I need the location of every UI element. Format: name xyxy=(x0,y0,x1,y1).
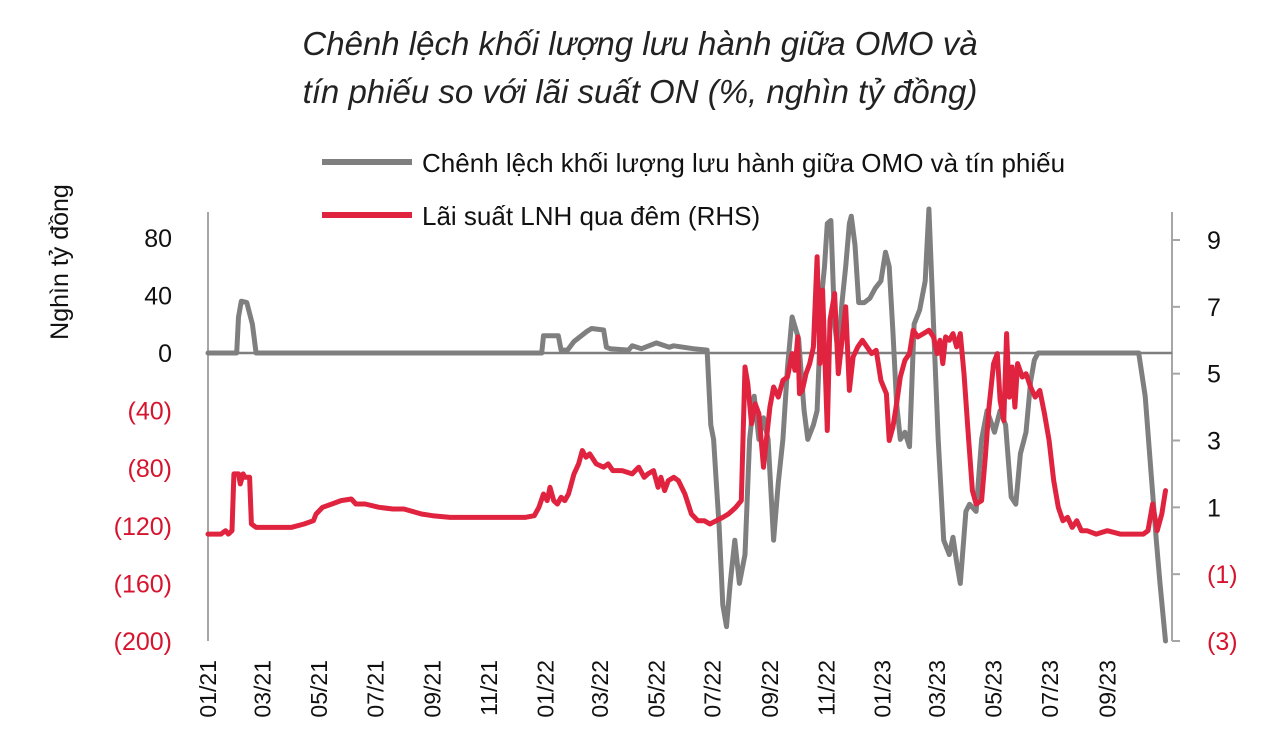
y2-tick-label: 1 xyxy=(1207,494,1221,522)
x-tick-label: 05/23 xyxy=(981,660,1007,718)
y-tick-label: 0 xyxy=(158,340,172,368)
data-lines xyxy=(205,206,1168,644)
legend: Chênh lệch khối lượng lưu hành giữa OMO … xyxy=(322,148,1065,231)
x-tick-label: 07/23 xyxy=(1037,660,1063,718)
y2-tick-label: 7 xyxy=(1207,294,1221,322)
y-tick-label: (200) xyxy=(114,628,172,656)
chart-title: Chênh lệch khối lượng lưu hành giữa OMO … xyxy=(0,20,1280,116)
y2-tick-label: 5 xyxy=(1207,361,1221,389)
x-tick-label: 01/21 xyxy=(195,660,221,718)
legend-label-red: Lãi suất LNH qua đêm (RHS) xyxy=(422,201,760,231)
x-tick-label: 09/21 xyxy=(420,660,446,718)
chart-title-line1: Chênh lệch khối lượng lưu hành giữa OMO … xyxy=(302,25,978,62)
series-line-overnight-rate xyxy=(205,254,1168,537)
x-tick-label: 03/22 xyxy=(587,660,613,718)
x-tick-label: 03/21 xyxy=(250,660,276,718)
x-tick-label: 09/23 xyxy=(1094,660,1120,718)
y-tick-label: (120) xyxy=(114,513,172,541)
y2-tick-label: 3 xyxy=(1207,428,1221,456)
x-tick-label: 11/21 xyxy=(476,660,502,716)
y2-tick-label: (3) xyxy=(1207,628,1238,656)
x-tick-label: 07/21 xyxy=(362,660,388,718)
y-tick-label: (160) xyxy=(114,570,172,598)
axes: 80 40 0 (40) (80) (120) (160) (200) 9 7 5 3 1 (1) (3) 0… xyxy=(114,212,1238,718)
y-tick-label: (80) xyxy=(128,455,172,483)
x-tick-label: 07/22 xyxy=(700,660,726,718)
y2-tick-label: (1) xyxy=(1207,561,1238,589)
x-tick-label: 05/22 xyxy=(643,660,669,718)
y-axis-label: Nghìn tỷ đồng xyxy=(46,184,74,340)
x-tick-label: 11/22 xyxy=(813,660,839,716)
legend-label-gray: Chênh lệch khối lượng lưu hành giữa OMO … xyxy=(422,148,1065,178)
x-tick-label: 03/23 xyxy=(924,660,950,718)
x-tick-label: 05/21 xyxy=(306,660,332,718)
x-tick-label: 09/22 xyxy=(757,660,783,718)
x-tick-label: 01/23 xyxy=(870,660,896,718)
y-tick-label: 40 xyxy=(144,282,172,310)
series-line-omo-gap xyxy=(205,206,1168,644)
y-tick-label: (40) xyxy=(128,398,172,426)
x-tick-label: 01/22 xyxy=(532,660,558,718)
y-tick-label: 80 xyxy=(144,225,172,253)
chart-title-line2: tín phiếu so với lãi suất ON (%, nghìn t… xyxy=(302,73,978,110)
y2-tick-label: 9 xyxy=(1207,227,1221,255)
